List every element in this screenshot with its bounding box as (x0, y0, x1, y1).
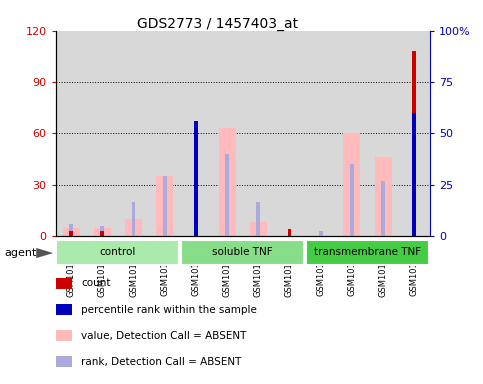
Text: control: control (100, 247, 136, 258)
Bar (412, 113, 416, 236)
Bar (69, 231, 73, 236)
Bar (250, 222, 267, 236)
Bar (306, 240, 429, 265)
Bar (56, 304, 71, 315)
Bar (100, 231, 104, 236)
Bar (398, 31, 430, 236)
Bar (56, 356, 71, 367)
Text: count: count (81, 278, 111, 288)
Bar (125, 219, 142, 236)
Bar (56, 31, 87, 236)
Bar (194, 121, 198, 236)
Bar (274, 31, 305, 236)
Bar (94, 228, 111, 236)
Text: percentile rank within the sample: percentile rank within the sample (81, 305, 257, 314)
Text: value, Detection Call = ABSENT: value, Detection Call = ABSENT (81, 331, 246, 341)
Bar (56, 278, 71, 289)
Bar (163, 176, 167, 236)
Bar (100, 226, 104, 236)
Text: rank, Detection Call = ABSENT: rank, Detection Call = ABSENT (81, 357, 242, 367)
Bar (381, 181, 385, 236)
Bar (256, 202, 260, 236)
Bar (287, 229, 291, 236)
Bar (242, 31, 274, 236)
Text: GDS2773 / 1457403_at: GDS2773 / 1457403_at (137, 17, 298, 31)
Bar (218, 128, 236, 236)
Bar (368, 31, 398, 236)
Bar (194, 125, 198, 236)
Bar (132, 202, 135, 236)
Bar (87, 31, 118, 236)
Bar (336, 31, 368, 236)
Polygon shape (36, 248, 53, 258)
Text: soluble TNF: soluble TNF (213, 247, 273, 258)
Bar (118, 31, 149, 236)
Bar (180, 31, 212, 236)
Bar (56, 330, 71, 341)
Bar (63, 228, 80, 236)
Bar (181, 240, 304, 265)
Bar (319, 231, 323, 236)
Bar (225, 154, 229, 236)
Bar (212, 31, 242, 236)
Bar (156, 176, 173, 236)
Bar (343, 134, 360, 236)
Bar (374, 157, 392, 236)
Bar (350, 164, 354, 236)
Bar (69, 224, 73, 236)
Text: transmembrane TNF: transmembrane TNF (314, 247, 421, 258)
Text: agent: agent (5, 248, 37, 258)
Bar (57, 240, 179, 265)
Bar (412, 51, 416, 236)
Bar (149, 31, 180, 236)
Bar (305, 31, 336, 236)
